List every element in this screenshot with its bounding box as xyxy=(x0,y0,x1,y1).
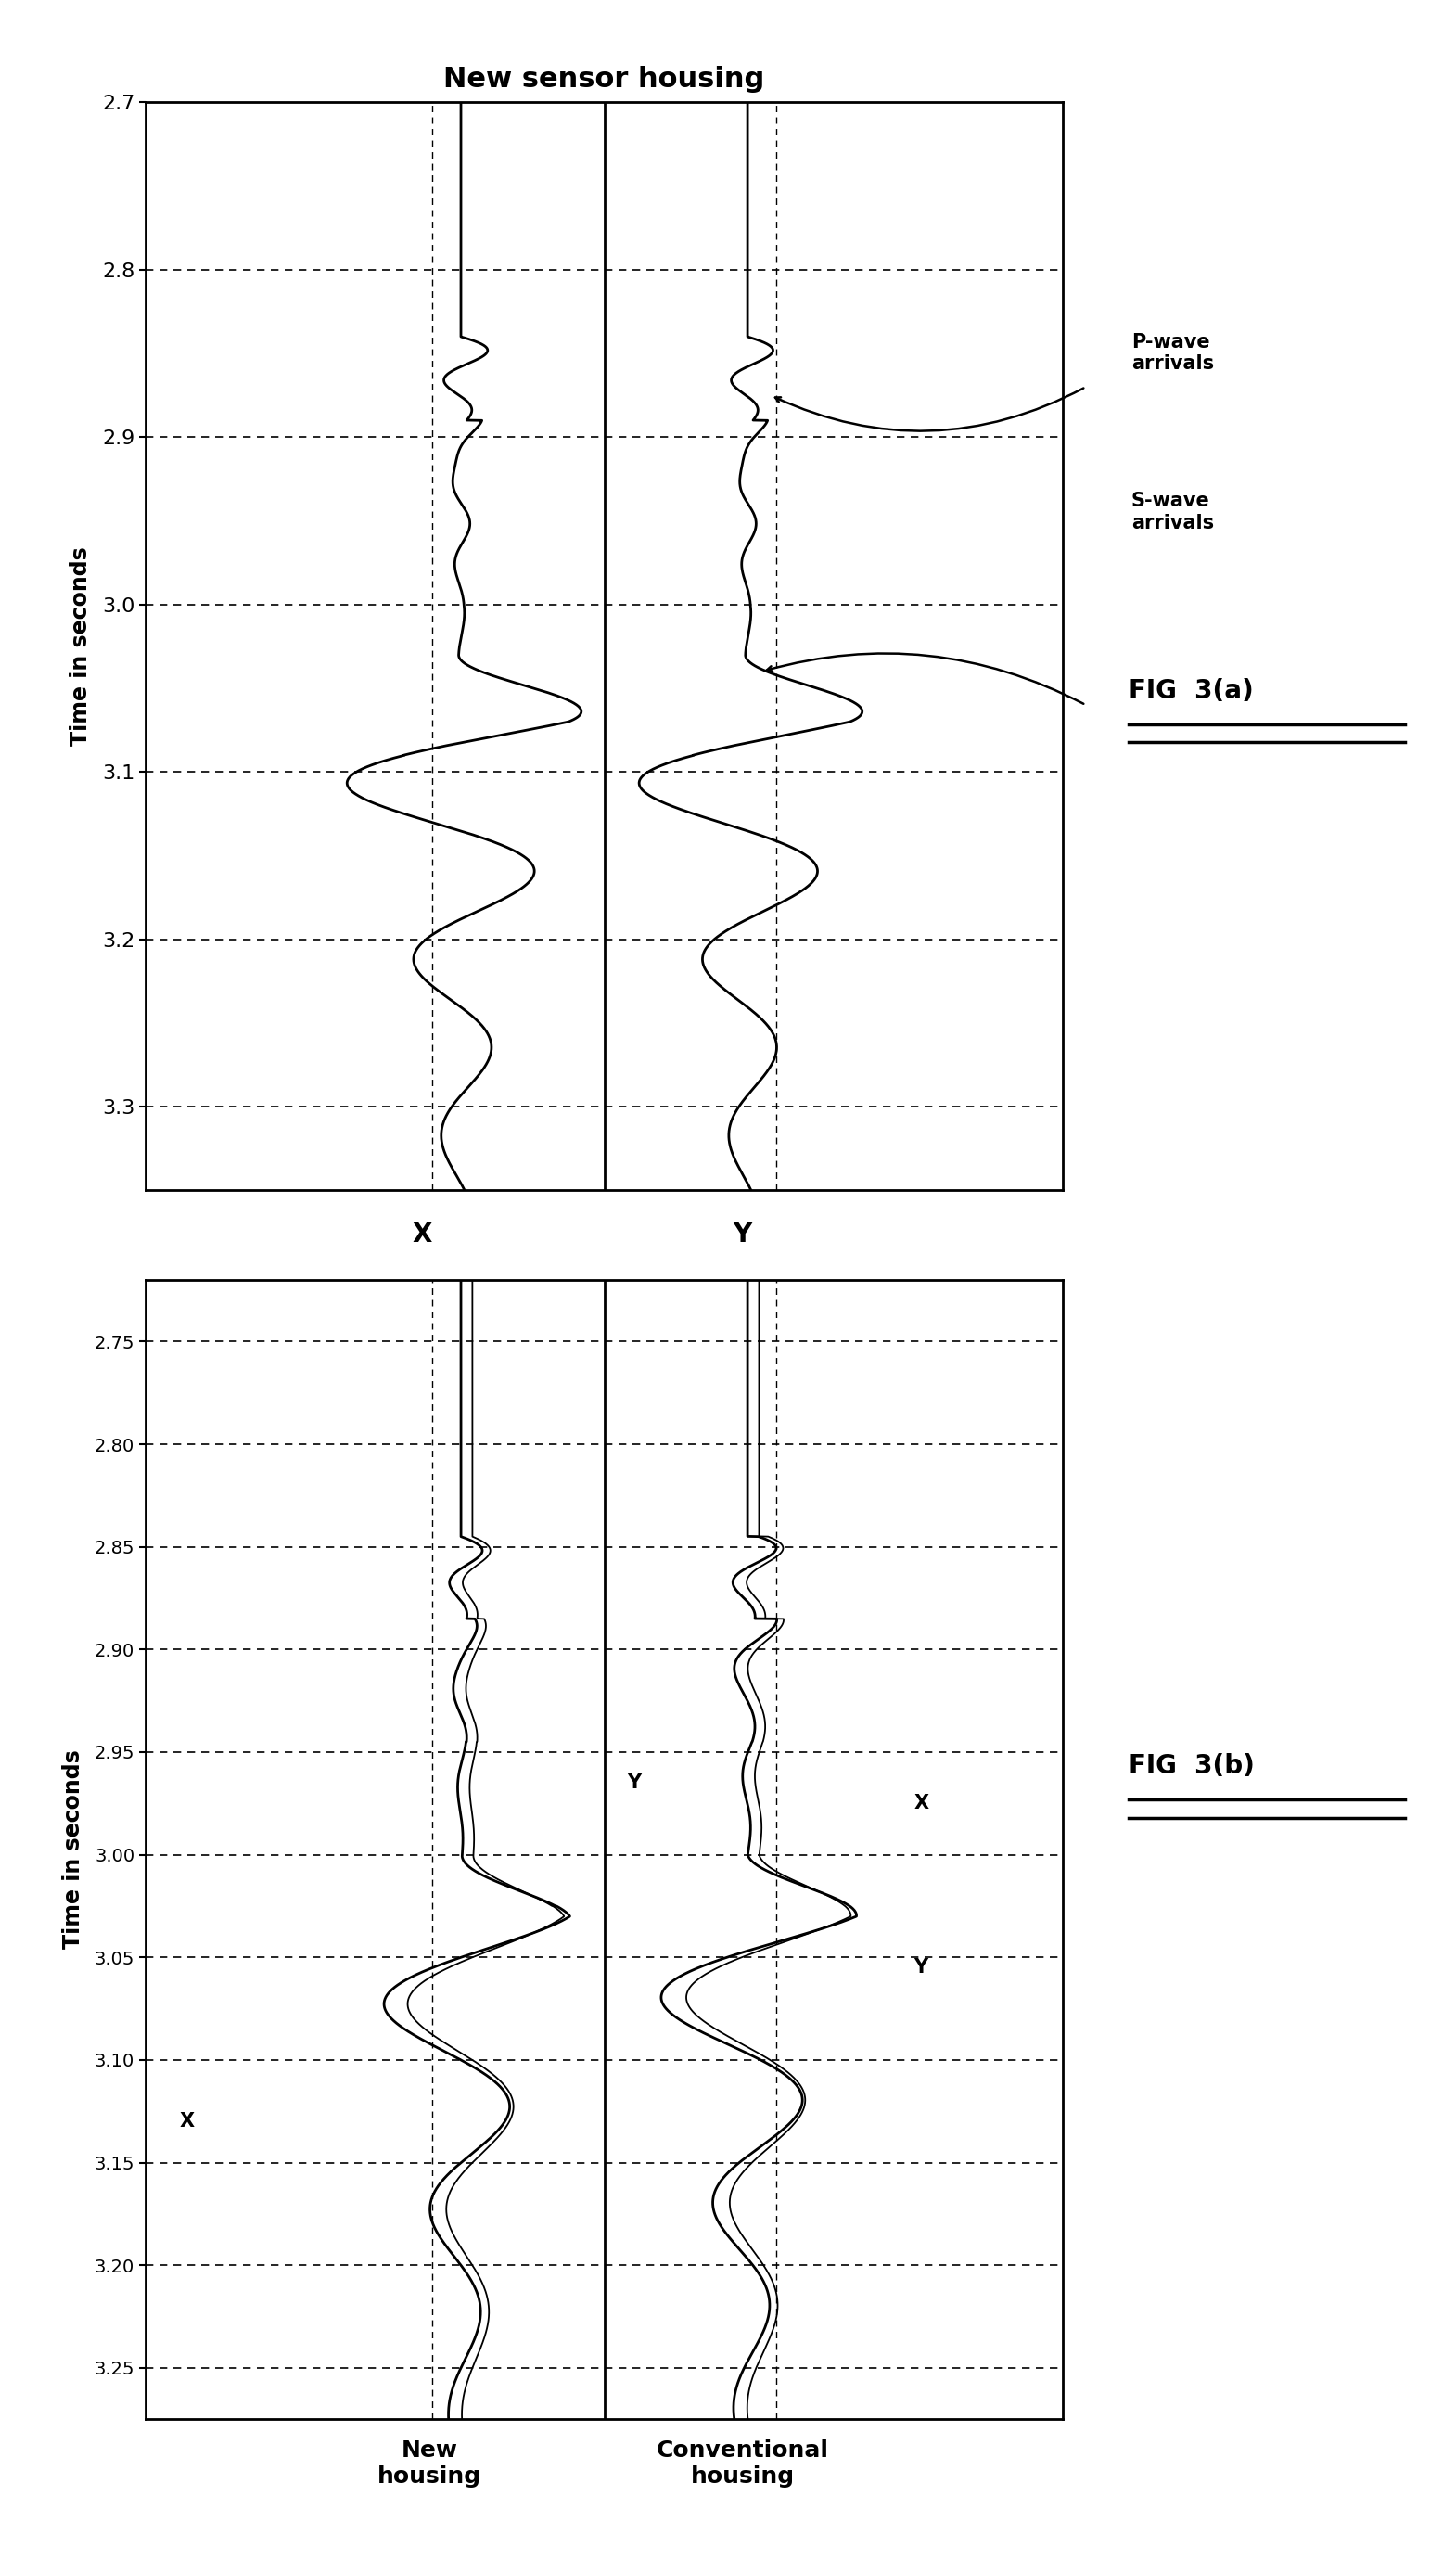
Text: FIG  3(a): FIG 3(a) xyxy=(1128,678,1254,704)
Text: Y: Y xyxy=(628,1774,641,1792)
Text: X: X xyxy=(181,2112,195,2130)
Title: New sensor housing: New sensor housing xyxy=(444,67,764,92)
Text: FIG  3(b): FIG 3(b) xyxy=(1128,1754,1255,1779)
Y-axis label: Time in seconds: Time in seconds xyxy=(70,548,92,745)
Text: X: X xyxy=(914,1795,929,1812)
Text: Y: Y xyxy=(734,1221,751,1247)
Y-axis label: Time in seconds: Time in seconds xyxy=(61,1751,84,1948)
Text: New
housing: New housing xyxy=(377,2440,482,2488)
Text: Y: Y xyxy=(914,1958,927,1976)
Text: S-wave
arrivals: S-wave arrivals xyxy=(1131,492,1214,532)
Text: P-wave
arrivals: P-wave arrivals xyxy=(1131,333,1214,374)
Text: Conventional
housing: Conventional housing xyxy=(657,2440,828,2488)
Text: X: X xyxy=(412,1221,432,1247)
